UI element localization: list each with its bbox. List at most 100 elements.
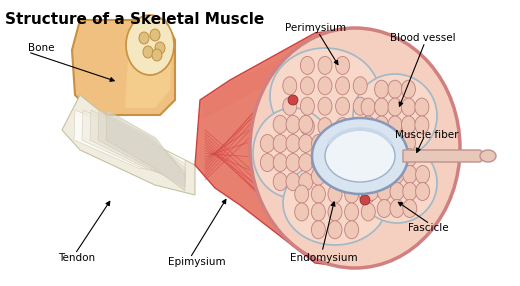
Ellipse shape <box>360 195 370 205</box>
Polygon shape <box>195 28 355 268</box>
Ellipse shape <box>286 154 300 172</box>
Polygon shape <box>106 110 185 191</box>
Ellipse shape <box>325 161 335 171</box>
Ellipse shape <box>361 185 375 203</box>
Ellipse shape <box>318 56 332 74</box>
Polygon shape <box>74 110 185 175</box>
Ellipse shape <box>250 28 460 268</box>
Ellipse shape <box>374 80 388 98</box>
Ellipse shape <box>273 173 287 191</box>
Ellipse shape <box>311 203 326 221</box>
Polygon shape <box>62 95 195 195</box>
Ellipse shape <box>283 77 297 95</box>
Ellipse shape <box>377 200 391 217</box>
Ellipse shape <box>318 77 332 95</box>
Ellipse shape <box>152 49 162 61</box>
Ellipse shape <box>328 221 342 239</box>
Text: Bone: Bone <box>28 43 55 53</box>
Text: Blood vessel: Blood vessel <box>390 33 456 43</box>
Ellipse shape <box>325 130 395 182</box>
Ellipse shape <box>392 146 402 156</box>
Ellipse shape <box>401 116 415 134</box>
Ellipse shape <box>311 221 326 239</box>
Polygon shape <box>98 110 185 187</box>
Ellipse shape <box>388 134 402 152</box>
Polygon shape <box>202 30 355 120</box>
Text: Endomysium: Endomysium <box>290 253 358 263</box>
Ellipse shape <box>361 116 375 134</box>
Ellipse shape <box>261 134 275 152</box>
Text: Structure of a Skeletal Muscle: Structure of a Skeletal Muscle <box>5 12 264 27</box>
Text: Tendon: Tendon <box>58 253 95 263</box>
Ellipse shape <box>318 118 332 136</box>
Ellipse shape <box>377 166 391 184</box>
Ellipse shape <box>390 182 404 200</box>
Polygon shape <box>403 150 488 162</box>
Ellipse shape <box>283 161 387 245</box>
Ellipse shape <box>139 32 149 44</box>
Ellipse shape <box>355 129 365 139</box>
Ellipse shape <box>335 97 349 115</box>
Ellipse shape <box>335 118 349 136</box>
Ellipse shape <box>401 98 415 116</box>
Text: Fascicle: Fascicle <box>408 223 449 233</box>
Ellipse shape <box>311 167 326 185</box>
Ellipse shape <box>328 167 342 185</box>
Ellipse shape <box>299 154 313 172</box>
Ellipse shape <box>374 116 388 134</box>
Ellipse shape <box>286 134 300 152</box>
Ellipse shape <box>273 134 287 152</box>
Ellipse shape <box>150 29 160 41</box>
Polygon shape <box>90 110 185 183</box>
Ellipse shape <box>288 95 298 105</box>
Ellipse shape <box>353 97 367 115</box>
Ellipse shape <box>388 80 402 98</box>
Ellipse shape <box>335 77 349 95</box>
Ellipse shape <box>345 185 359 203</box>
Ellipse shape <box>311 154 326 172</box>
Ellipse shape <box>273 115 287 133</box>
Ellipse shape <box>361 203 375 221</box>
Ellipse shape <box>286 173 300 191</box>
Ellipse shape <box>328 185 342 203</box>
Ellipse shape <box>126 15 174 75</box>
Text: Perimysium: Perimysium <box>285 23 346 33</box>
Ellipse shape <box>390 148 404 166</box>
Polygon shape <box>82 110 185 179</box>
Ellipse shape <box>390 200 404 217</box>
Ellipse shape <box>415 166 430 184</box>
Ellipse shape <box>301 97 315 115</box>
Ellipse shape <box>311 134 326 152</box>
Ellipse shape <box>403 166 417 184</box>
Polygon shape <box>72 20 175 115</box>
Ellipse shape <box>357 143 437 223</box>
Ellipse shape <box>403 148 417 166</box>
Ellipse shape <box>353 77 367 95</box>
Ellipse shape <box>299 115 313 133</box>
Ellipse shape <box>155 42 165 54</box>
Ellipse shape <box>365 166 379 184</box>
Ellipse shape <box>361 98 375 116</box>
Ellipse shape <box>415 98 429 116</box>
Text: Muscle fiber: Muscle fiber <box>395 130 459 140</box>
Ellipse shape <box>299 173 313 191</box>
Ellipse shape <box>143 46 153 58</box>
Ellipse shape <box>377 148 391 166</box>
Ellipse shape <box>374 98 388 116</box>
Text: Epimysium: Epimysium <box>168 257 226 267</box>
Ellipse shape <box>388 116 402 134</box>
Ellipse shape <box>480 150 496 162</box>
Ellipse shape <box>295 185 309 203</box>
Ellipse shape <box>315 158 325 168</box>
Ellipse shape <box>253 108 333 198</box>
Ellipse shape <box>345 203 359 221</box>
Ellipse shape <box>318 97 332 115</box>
Ellipse shape <box>403 182 417 200</box>
Ellipse shape <box>374 134 388 152</box>
Ellipse shape <box>353 74 437 158</box>
Polygon shape <box>125 25 172 108</box>
Ellipse shape <box>345 167 359 185</box>
Ellipse shape <box>312 118 408 194</box>
Ellipse shape <box>390 166 404 184</box>
Ellipse shape <box>377 182 391 200</box>
